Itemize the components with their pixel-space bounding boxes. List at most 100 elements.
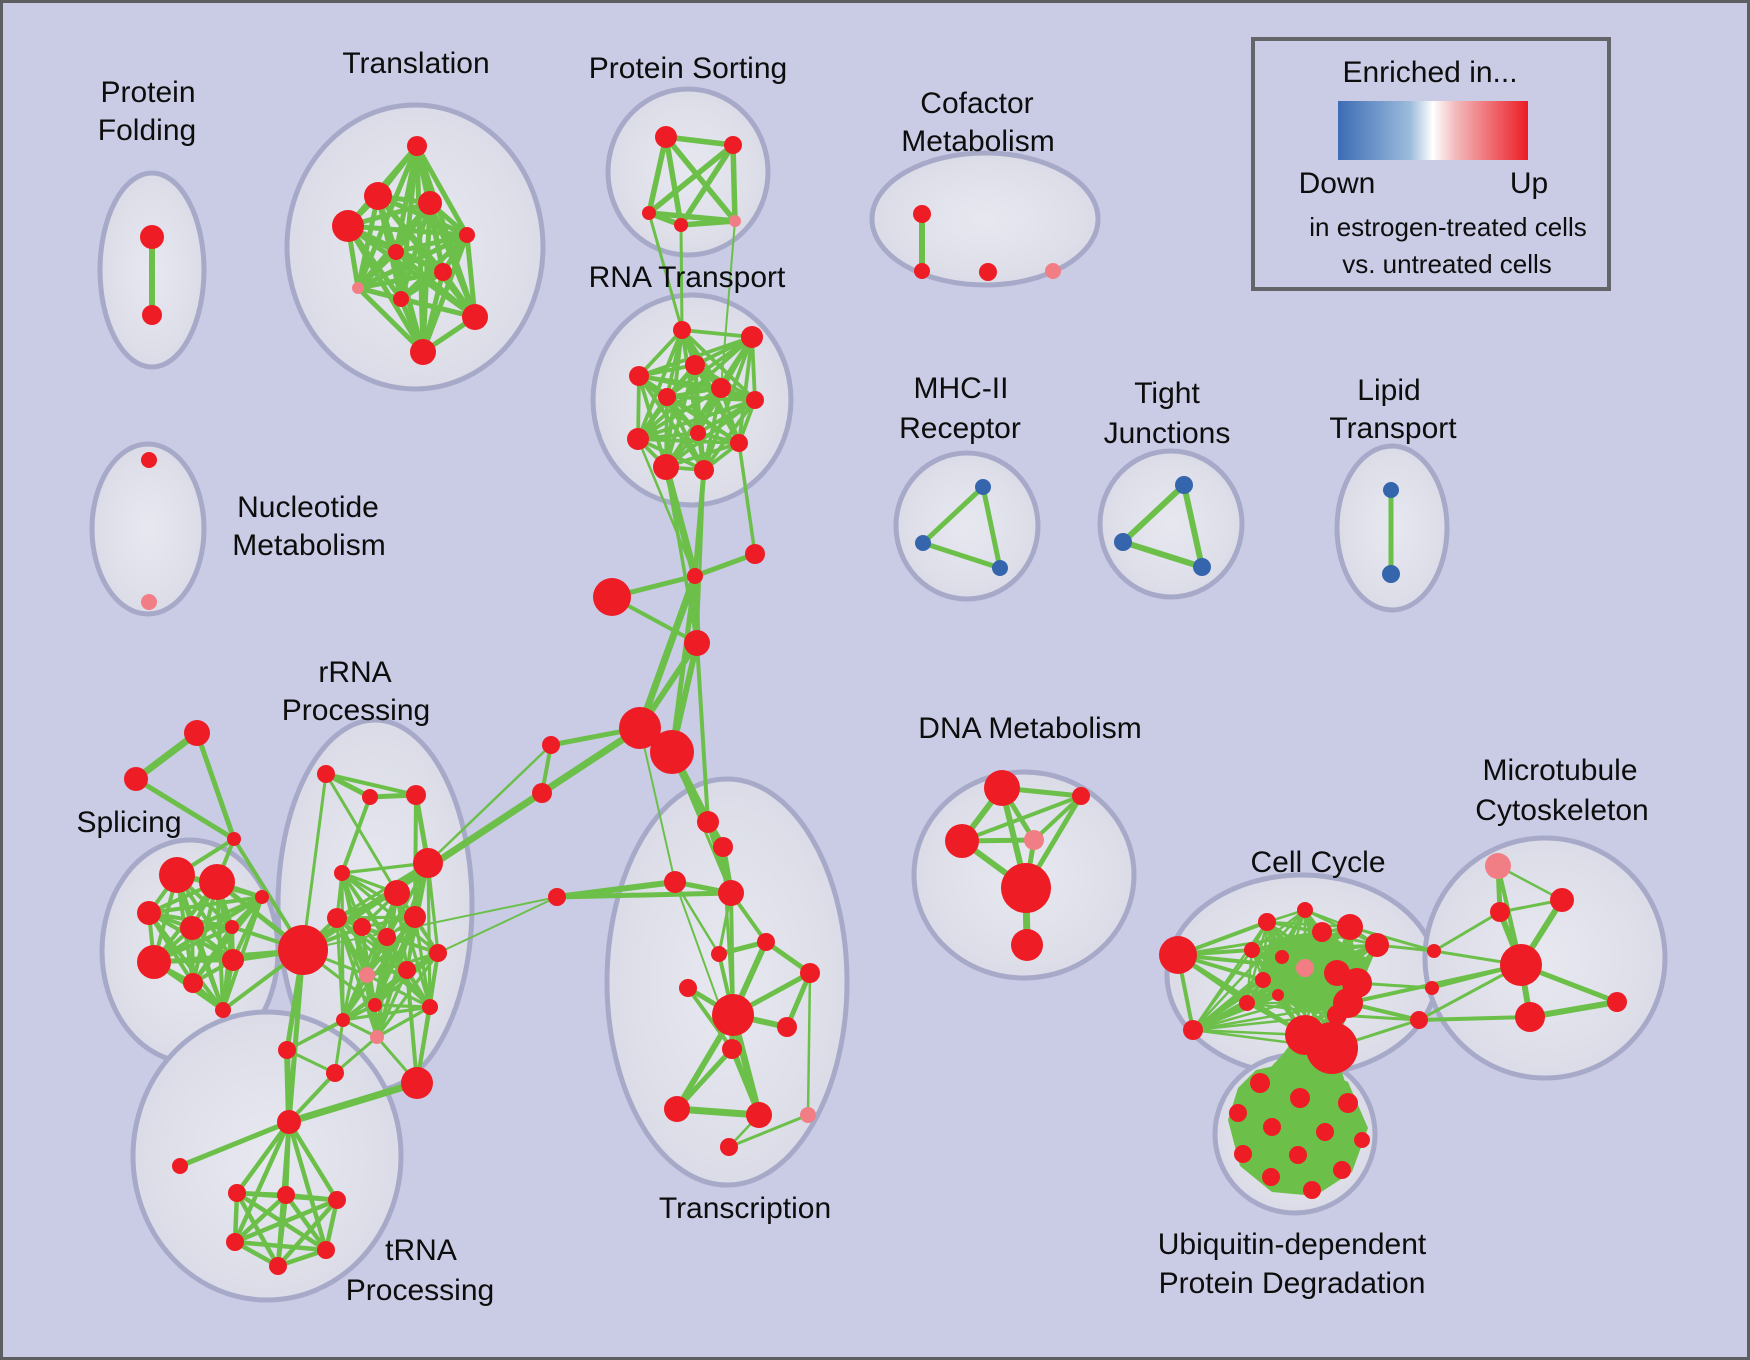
node[interactable]: [1425, 981, 1439, 995]
node[interactable]: [913, 205, 931, 223]
node[interactable]: [992, 560, 1008, 576]
node[interactable]: [1239, 995, 1255, 1011]
node[interactable]: [745, 544, 765, 564]
node[interactable]: [328, 1191, 346, 1209]
node[interactable]: [722, 1039, 742, 1059]
node[interactable]: [1410, 1011, 1428, 1029]
node[interactable]: [1045, 263, 1061, 279]
node[interactable]: [711, 378, 731, 398]
node[interactable]: [712, 994, 754, 1036]
node[interactable]: [1159, 936, 1197, 974]
node[interactable]: [353, 918, 371, 936]
node[interactable]: [334, 865, 350, 881]
node[interactable]: [137, 901, 161, 925]
node[interactable]: [1114, 533, 1132, 551]
node[interactable]: [945, 824, 979, 858]
node[interactable]: [1338, 1093, 1358, 1113]
node[interactable]: [137, 945, 171, 979]
node[interactable]: [1515, 1002, 1545, 1032]
node[interactable]: [1250, 1073, 1270, 1093]
node[interactable]: [406, 785, 426, 805]
node[interactable]: [222, 949, 244, 971]
node[interactable]: [215, 1002, 231, 1018]
node[interactable]: [658, 388, 676, 406]
node[interactable]: [1312, 922, 1332, 942]
node[interactable]: [664, 1096, 690, 1122]
node[interactable]: [777, 1017, 797, 1037]
node[interactable]: [388, 244, 404, 260]
node[interactable]: [1183, 1020, 1203, 1040]
node[interactable]: [418, 191, 442, 215]
node[interactable]: [336, 1013, 350, 1027]
node[interactable]: [462, 304, 488, 330]
node[interactable]: [1024, 830, 1044, 850]
node[interactable]: [459, 227, 475, 243]
node[interactable]: [370, 1030, 384, 1044]
node[interactable]: [642, 206, 656, 220]
node[interactable]: [1303, 1181, 1321, 1199]
node[interactable]: [664, 871, 686, 893]
node[interactable]: [404, 906, 426, 928]
node[interactable]: [362, 789, 378, 805]
node[interactable]: [332, 210, 364, 242]
node[interactable]: [269, 1257, 287, 1275]
node[interactable]: [1255, 972, 1271, 988]
node[interactable]: [227, 832, 241, 846]
node[interactable]: [711, 946, 727, 962]
node[interactable]: [1229, 1104, 1247, 1122]
node[interactable]: [915, 535, 931, 551]
node[interactable]: [1262, 1168, 1280, 1186]
node[interactable]: [124, 767, 148, 791]
node[interactable]: [434, 263, 452, 281]
node[interactable]: [1175, 476, 1193, 494]
node[interactable]: [685, 355, 705, 375]
node[interactable]: [1490, 902, 1510, 922]
node[interactable]: [277, 1110, 301, 1134]
node[interactable]: [1290, 1088, 1310, 1108]
node[interactable]: [1316, 1123, 1334, 1141]
node[interactable]: [1296, 959, 1314, 977]
node[interactable]: [757, 933, 775, 951]
node[interactable]: [1001, 863, 1051, 913]
node[interactable]: [1258, 913, 1276, 931]
node[interactable]: [368, 998, 382, 1012]
node[interactable]: [278, 1041, 296, 1059]
node[interactable]: [364, 182, 392, 210]
node[interactable]: [429, 944, 447, 962]
node[interactable]: [713, 837, 733, 857]
node[interactable]: [199, 864, 235, 900]
node[interactable]: [1244, 942, 1260, 958]
node[interactable]: [655, 126, 677, 148]
node[interactable]: [679, 979, 697, 997]
node[interactable]: [653, 454, 679, 480]
node[interactable]: [1234, 1145, 1252, 1163]
node[interactable]: [401, 1067, 433, 1099]
node[interactable]: [1272, 989, 1284, 1001]
node[interactable]: [690, 425, 706, 441]
node[interactable]: [984, 770, 1020, 806]
node[interactable]: [1306, 1022, 1358, 1074]
node[interactable]: [326, 1064, 344, 1082]
node[interactable]: [407, 136, 427, 156]
node[interactable]: [317, 765, 335, 783]
node[interactable]: [327, 908, 347, 928]
node[interactable]: [359, 967, 375, 983]
node[interactable]: [378, 928, 396, 946]
node[interactable]: [1365, 933, 1389, 957]
node[interactable]: [226, 1233, 244, 1251]
node[interactable]: [384, 880, 410, 906]
node[interactable]: [1072, 787, 1090, 805]
node[interactable]: [352, 282, 364, 294]
node[interactable]: [1550, 888, 1574, 912]
node[interactable]: [979, 263, 997, 281]
node[interactable]: [228, 1184, 246, 1202]
node[interactable]: [629, 366, 649, 386]
node[interactable]: [718, 880, 744, 906]
node[interactable]: [278, 925, 328, 975]
node[interactable]: [1263, 1118, 1281, 1136]
node[interactable]: [1427, 944, 1441, 958]
node[interactable]: [141, 594, 157, 610]
node[interactable]: [800, 963, 820, 983]
node[interactable]: [720, 1138, 738, 1156]
node[interactable]: [317, 1241, 335, 1259]
